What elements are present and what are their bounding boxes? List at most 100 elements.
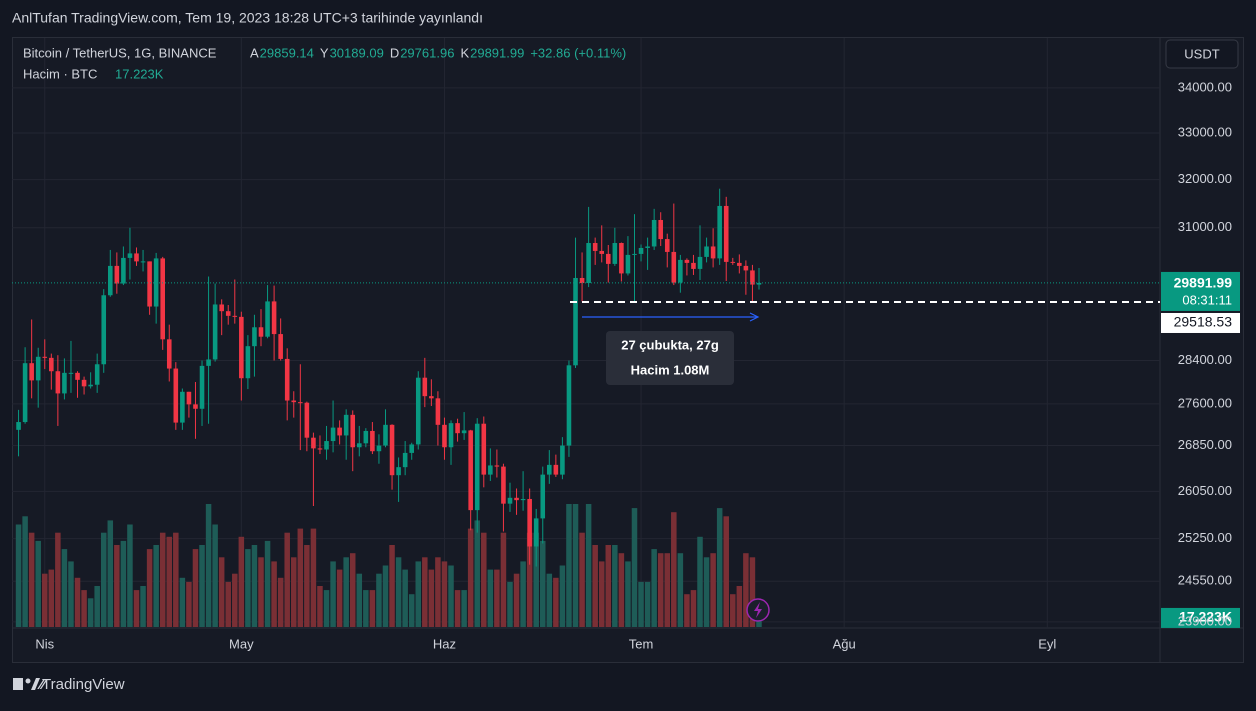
- candle-body: [527, 498, 532, 547]
- candle-body: [743, 265, 749, 271]
- y-tick-label: 31000.00: [1178, 219, 1232, 234]
- candle-body: [186, 391, 192, 405]
- volume-bar: [55, 532, 61, 627]
- volume-title: Hacim · BTC: [23, 66, 97, 81]
- volume-bar: [304, 545, 310, 627]
- candle-body: [468, 430, 473, 511]
- volume-bar: [232, 573, 238, 627]
- volume-bar: [127, 524, 133, 627]
- volume-bar: [690, 590, 697, 627]
- candle-body: [494, 465, 500, 467]
- x-tick-label: Eyl: [1038, 636, 1056, 651]
- y-tick-label: 27600.00: [1178, 395, 1232, 410]
- ohlc-label: A: [250, 45, 259, 60]
- volume-bar: [507, 581, 513, 627]
- volume-bar: [15, 524, 22, 627]
- volume-bar: [22, 516, 28, 627]
- candle-body: [520, 498, 526, 501]
- volume-bar: [81, 590, 87, 627]
- last-price: 29891.99: [1174, 275, 1233, 291]
- candle-body: [448, 423, 454, 448]
- candle-body: [370, 430, 375, 452]
- volume-bar: [153, 545, 159, 627]
- volume-bar: [474, 520, 480, 627]
- candle-body: [88, 384, 93, 387]
- candle-body: [396, 467, 401, 476]
- candle-body: [22, 363, 28, 423]
- x-tick-label: Tem: [629, 636, 654, 651]
- candle-body: [723, 205, 729, 262]
- volume-bar: [218, 557, 225, 627]
- candle-body: [566, 365, 572, 446]
- measure-label: 27 çubukta, 27g: [621, 337, 719, 352]
- volume-bar: [697, 536, 703, 627]
- x-tick-label: Ağu: [833, 636, 856, 651]
- volume-bar: [264, 540, 271, 627]
- volume-bar: [271, 561, 277, 627]
- y-tick-label: 33000.00: [1178, 124, 1232, 139]
- candle-body: [678, 259, 683, 283]
- last-price-tag: [1161, 271, 1240, 311]
- volume-bar: [730, 594, 736, 627]
- candle-body: [553, 464, 559, 475]
- volume-bar: [87, 598, 94, 627]
- currency[interactable]: USDT: [1184, 46, 1219, 61]
- candle-body: [730, 261, 736, 263]
- x-tick-label: May: [229, 636, 254, 651]
- volume-bar: [553, 577, 559, 627]
- candle-body: [389, 424, 395, 476]
- candle-body: [514, 497, 519, 501]
- volume-bar: [540, 540, 546, 627]
- volume-bar: [389, 545, 395, 627]
- candle-body: [330, 427, 336, 442]
- volume-bar: [146, 549, 153, 627]
- volume-bar: [382, 565, 389, 627]
- volume-bar: [749, 557, 756, 627]
- candle-body: [193, 404, 198, 409]
- candle-body: [324, 441, 329, 450]
- candle-body: [605, 253, 611, 264]
- volume-bar: [638, 581, 644, 627]
- candle-body: [81, 379, 87, 387]
- volume-bar: [467, 528, 474, 627]
- volume-bar: [42, 573, 48, 627]
- volume-bar: [454, 590, 461, 627]
- volume-bar: [133, 590, 140, 627]
- candle-body: [258, 327, 264, 337]
- volume-bar: [710, 553, 716, 627]
- volume-bar: [526, 532, 533, 627]
- volume-bar: [199, 545, 205, 627]
- candle-body: [127, 253, 133, 258]
- candle-body: [579, 277, 585, 284]
- volume-bar: [428, 569, 435, 627]
- measure-price-tag: [1161, 312, 1240, 333]
- candle-body: [55, 371, 61, 394]
- candle-body: [691, 262, 696, 269]
- currency-button[interactable]: [1165, 39, 1239, 69]
- candle-body: [645, 246, 650, 248]
- change: +32.86 (+0.11%): [530, 45, 626, 60]
- candle-body: [219, 304, 224, 312]
- candle-body: [704, 246, 709, 257]
- x-tick-label: Nis: [35, 636, 54, 651]
- candle-body: [540, 474, 546, 519]
- candle-body: [586, 243, 591, 284]
- candle-body: [166, 339, 172, 369]
- candle-body: [68, 372, 74, 374]
- volume-bar: [500, 532, 507, 627]
- candle-body: [376, 445, 382, 452]
- candle-body: [415, 377, 421, 445]
- candle-body: [756, 282, 762, 285]
- candle-body: [638, 247, 644, 254]
- volume-bar: [107, 520, 114, 627]
- y-tick-label: 32000.00: [1178, 171, 1232, 186]
- volume-bar: [74, 577, 81, 627]
- candle-body: [717, 205, 722, 259]
- candle-body: [284, 358, 290, 401]
- candle-body: [232, 315, 238, 317]
- volume-bar: [716, 508, 723, 627]
- volume-tag-label: 17.223K: [1179, 609, 1232, 625]
- candle-body: [402, 452, 408, 468]
- candle-body: [625, 254, 631, 274]
- volume-bar: [343, 557, 349, 627]
